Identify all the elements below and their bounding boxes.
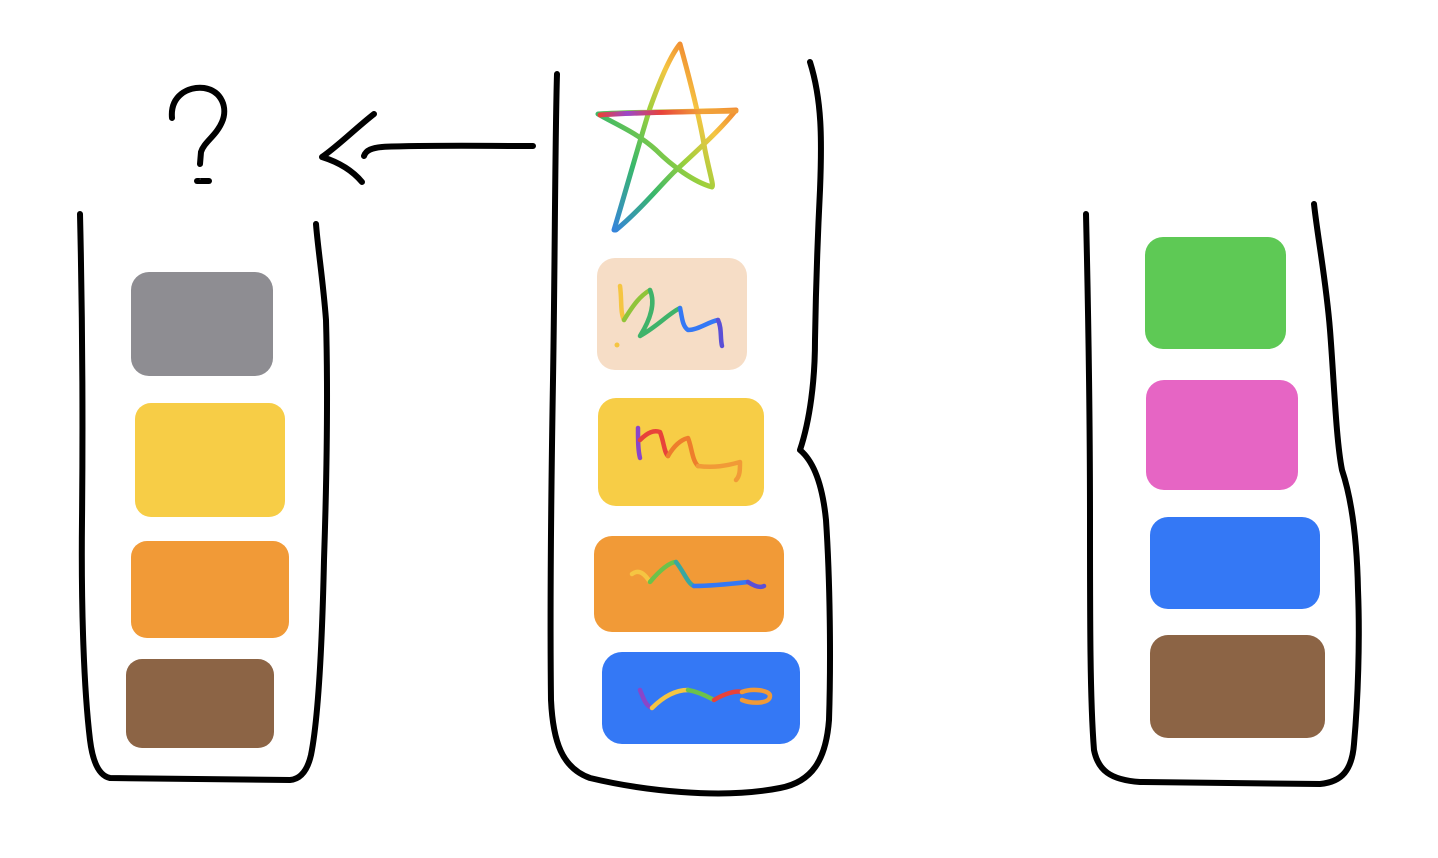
arrow-left: [319, 111, 536, 185]
question-mark-text: ?: [199, 179, 200, 181]
rainbow-star-bar: [597, 108, 739, 118]
middle-swatch-blue: [602, 652, 800, 744]
left-swatch-orange: [131, 541, 289, 638]
left-swatch-gray: [131, 272, 273, 376]
right-column-outline: [1083, 201, 1362, 787]
middle-scribble-1: [614, 283, 725, 349]
middle-swatch-yellow: [598, 398, 764, 506]
left-swatch-brown: [126, 659, 274, 748]
middle-scribble-4: [637, 687, 773, 711]
left-swatch-yellow: [135, 403, 285, 517]
right-column: [1083, 201, 1362, 787]
right-swatch-blue: [1150, 517, 1320, 609]
middle-column: [547, 41, 833, 797]
question-mark: ?: [168, 84, 228, 184]
right-swatch-pink: [1146, 380, 1298, 490]
right-swatch-green: [1145, 237, 1286, 349]
middle-scribble-3: [629, 559, 767, 590]
rainbow-star-icon: [595, 41, 739, 233]
middle-column-outline: [547, 59, 833, 797]
left-column: [77, 211, 331, 783]
middle-scribble-2: [635, 425, 743, 483]
right-swatch-brown: [1150, 635, 1325, 738]
left-column-outline: [77, 211, 331, 783]
